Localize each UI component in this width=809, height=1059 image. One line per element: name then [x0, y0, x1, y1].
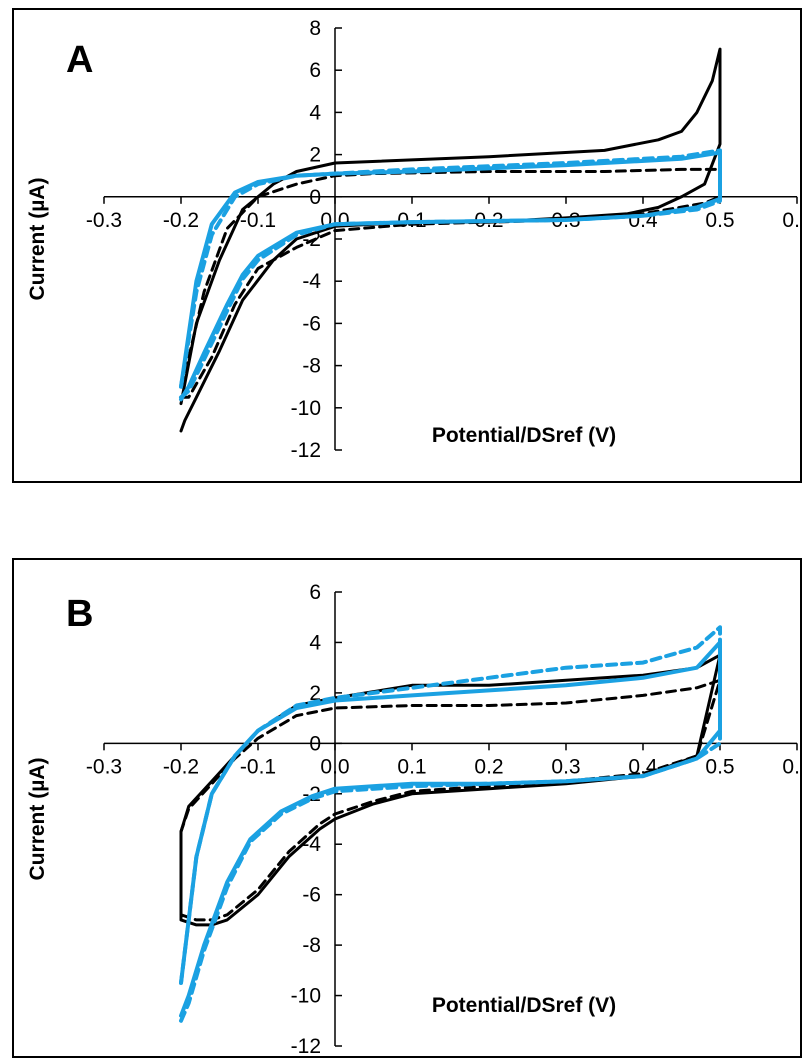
x-tick-label: -0.1 [240, 209, 276, 232]
x-tick-label: 0.5 [705, 755, 734, 778]
y-tick-label: -10 [291, 397, 321, 420]
y-tick-label: -12 [291, 439, 321, 462]
x-tick-label: 0.2 [474, 755, 503, 778]
x-tick-label: -0.3 [86, 209, 122, 232]
x-tick-label: -0.2 [163, 209, 199, 232]
series-blue-solid-line [179, 640, 722, 1018]
y-tick-label: 2 [309, 682, 321, 705]
chart-panel-a: -0.3-0.2-0.10.00.10.20.30.40.50.686420-2… [12, 8, 802, 483]
y-axis-label: Current (µA) [26, 178, 49, 301]
panel-label: A [66, 39, 93, 81]
y-axis-label: Current (µA) [26, 758, 49, 881]
x-tick-label: 0.0 [320, 755, 349, 778]
x-tick-label: -0.3 [86, 755, 122, 778]
cv-chart-b: -0.3-0.2-0.10.00.10.20.30.40.50.66420-2-… [26, 581, 800, 1056]
series-black-dashed-line [179, 678, 722, 922]
series-black-dashed-line [179, 167, 722, 399]
y-tick-label: 6 [309, 581, 321, 604]
series-blue-solid-line [179, 150, 722, 402]
x-tick-label: 0.6 [782, 209, 800, 232]
panel-label: B [66, 593, 93, 635]
x-axis-label: Potential/DSref (V) [432, 994, 616, 1017]
x-tick-label: 0.5 [705, 209, 734, 232]
x-tick-label: -0.2 [163, 755, 199, 778]
x-tick-label: -0.1 [240, 755, 276, 778]
x-tick-label: 0.1 [397, 755, 426, 778]
y-tick-label: 6 [309, 59, 321, 82]
y-tick-label: -10 [291, 985, 321, 1008]
x-tick-label: 0.3 [551, 755, 580, 778]
y-tick-label: -6 [302, 884, 321, 907]
y-tick-label: -4 [302, 270, 321, 293]
y-tick-label: -6 [302, 312, 321, 335]
y-tick-label: -12 [291, 1035, 321, 1056]
x-axis-label: Potential/DSref (V) [432, 424, 616, 447]
y-tick-label: 4 [309, 631, 321, 654]
y-tick-label: 4 [309, 101, 321, 124]
series-black-solid-line [179, 47, 722, 433]
y-tick-label: -8 [302, 934, 321, 957]
y-tick-label: -8 [302, 355, 321, 378]
cv-chart-a: -0.3-0.2-0.10.00.10.20.30.40.50.686420-2… [26, 17, 800, 462]
y-tick-label: 8 [309, 17, 321, 40]
y-tick-label: 0 [309, 732, 321, 755]
y-tick-label: 2 [309, 144, 321, 167]
chart-panel-b: -0.3-0.2-0.10.00.10.20.30.40.50.66420-2-… [12, 558, 802, 1058]
y-tick-label: 0 [309, 186, 321, 209]
x-tick-label: 0.6 [782, 755, 800, 778]
